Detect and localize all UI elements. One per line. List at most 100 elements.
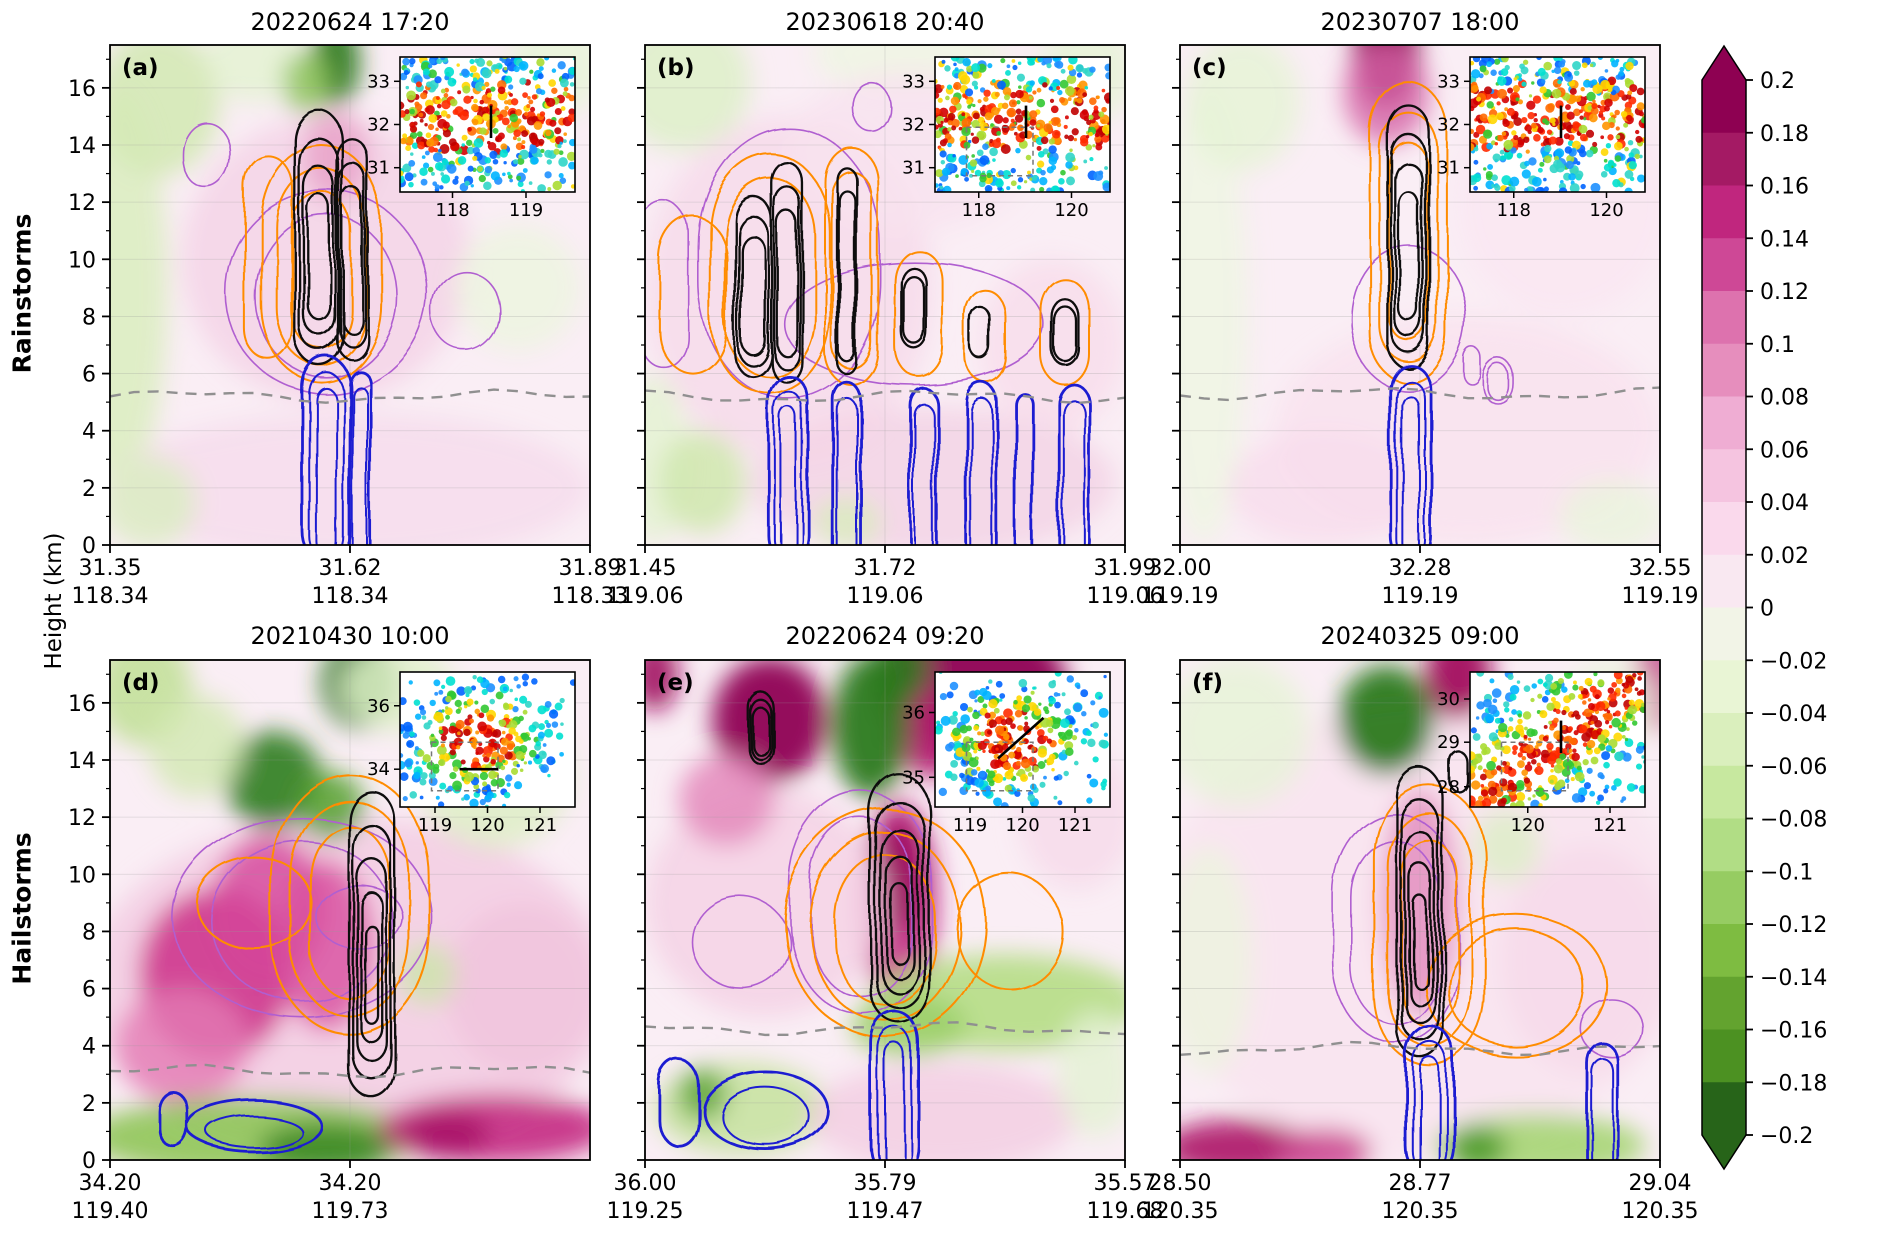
tick-label: 35 bbox=[902, 767, 925, 788]
contour-line bbox=[1387, 141, 1429, 342]
tick-label: −0.06 bbox=[1760, 755, 1827, 780]
contour-line bbox=[195, 856, 313, 950]
contour-line bbox=[205, 1114, 303, 1149]
melting-layer-dashed-line bbox=[110, 1063, 590, 1079]
contour-line bbox=[900, 266, 928, 350]
contour-line bbox=[833, 853, 937, 1007]
contour-line bbox=[1052, 305, 1078, 363]
contour-line bbox=[297, 137, 340, 351]
contour-line bbox=[645, 201, 689, 369]
panel-inset-radar-map: 36 34 119 120 121 bbox=[367, 671, 576, 836]
contour-line bbox=[1040, 278, 1090, 386]
contour-line bbox=[347, 790, 396, 1099]
tick-label: 31 bbox=[902, 158, 925, 179]
panel-a-title: 20220624 17:20 bbox=[250, 8, 450, 36]
tick-label: 119.40 bbox=[72, 1199, 149, 1224]
panel-d-letter: (d) bbox=[122, 670, 160, 696]
contour-line bbox=[837, 189, 856, 363]
tick-label: 33 bbox=[1437, 71, 1460, 92]
contour-line bbox=[243, 155, 294, 361]
tick-label: 35.57 bbox=[1094, 1171, 1157, 1196]
tick-label: 119.47 bbox=[847, 1199, 924, 1224]
tick-label: 119.19 bbox=[1142, 584, 1219, 609]
contour-line bbox=[831, 380, 862, 545]
tick-label: 6 bbox=[82, 978, 96, 1003]
contour-line bbox=[1585, 1041, 1620, 1160]
contour-line bbox=[224, 189, 428, 395]
contour-line bbox=[893, 249, 944, 378]
tick-label: 31.45 bbox=[614, 556, 677, 581]
panel-e-axes: 36.00 119.25 35.79 119.47 35.57 119.68 bbox=[607, 659, 1163, 1224]
tick-label: 120 bbox=[1054, 200, 1088, 221]
contour-line bbox=[964, 380, 998, 545]
contour-line bbox=[1408, 862, 1432, 1007]
tick-label: 28.50 bbox=[1149, 1171, 1212, 1196]
panel-inset-radar-map: 30 29 28 120 121 bbox=[1437, 671, 1646, 836]
tick-label: −0.14 bbox=[1760, 966, 1827, 991]
contour-line bbox=[359, 891, 384, 1044]
inset-dashed-box bbox=[965, 126, 1034, 177]
tick-label: 119 bbox=[953, 815, 987, 836]
inset-dashed-box bbox=[1500, 741, 1569, 792]
tick-label: 0.12 bbox=[1760, 280, 1809, 305]
contour-line bbox=[908, 386, 939, 545]
contour-line bbox=[1050, 298, 1080, 367]
melting-layer-dashed-line bbox=[110, 388, 590, 404]
tick-label: 6 bbox=[82, 363, 96, 388]
contour-line bbox=[315, 386, 337, 545]
contour-line bbox=[748, 698, 772, 760]
tick-label: 34.20 bbox=[79, 1171, 142, 1196]
inset-dashed-box bbox=[430, 741, 499, 792]
contour-line bbox=[869, 1010, 920, 1160]
tick-label: 2 bbox=[82, 477, 96, 502]
panel-e-plot: 36 35 119 120 121 bbox=[645, 660, 1125, 1160]
tick-label: 31.72 bbox=[854, 556, 917, 581]
contour-line bbox=[912, 402, 934, 545]
contour-line bbox=[772, 185, 801, 371]
contour-line bbox=[1387, 812, 1472, 1048]
panel-f-title: 20240325 09:00 bbox=[1320, 622, 1520, 650]
contour-line bbox=[884, 855, 915, 980]
contour-line bbox=[1395, 767, 1445, 1059]
contour-line bbox=[836, 396, 858, 545]
tick-label: 8 bbox=[82, 920, 96, 945]
tick-label: 16 bbox=[68, 77, 96, 102]
contour-line bbox=[1373, 784, 1486, 1067]
melting-layer-dashed-line bbox=[1180, 1040, 1660, 1057]
contour-line bbox=[884, 1041, 906, 1160]
tick-label: 2 bbox=[82, 1092, 96, 1117]
tick-label: 118 bbox=[962, 200, 996, 221]
tick-label: 31.99 bbox=[1094, 556, 1157, 581]
tick-label: 119.06 bbox=[1087, 584, 1164, 609]
tick-label: 121 bbox=[1593, 815, 1627, 836]
contour-line bbox=[850, 81, 891, 132]
contour-line bbox=[736, 215, 770, 367]
tick-label: 10 bbox=[68, 248, 96, 273]
contour-line bbox=[970, 306, 992, 361]
contour-line bbox=[770, 160, 804, 384]
tick-label: 0 bbox=[82, 1149, 96, 1174]
contour-line bbox=[341, 186, 364, 335]
tick-label: 36 bbox=[367, 696, 390, 717]
tick-label: 120 bbox=[1589, 200, 1623, 221]
row-label-hailstorms: Hailstorms bbox=[7, 832, 37, 985]
panel-d-axes: 0 2 4 6 8 10 12 14 16 34.20 119.40 34.20 119.73 bbox=[68, 659, 591, 1224]
tick-label: 32 bbox=[367, 115, 390, 136]
panel-b-letter: (b) bbox=[657, 55, 695, 81]
panel-d-plot: 36 34 119 120 121 bbox=[110, 660, 590, 1160]
contour-line bbox=[355, 857, 388, 1062]
tick-label: 33 bbox=[902, 71, 925, 92]
contour-line bbox=[306, 193, 331, 321]
tick-label: 32 bbox=[902, 115, 925, 136]
contour-line bbox=[692, 896, 790, 990]
contour-line bbox=[351, 823, 392, 1080]
tick-label: −0.16 bbox=[1760, 1019, 1827, 1044]
contour-line bbox=[351, 385, 368, 545]
contour-line bbox=[1412, 894, 1428, 990]
contour-line bbox=[363, 924, 380, 1025]
contour-line bbox=[889, 882, 909, 965]
contour-line bbox=[773, 391, 805, 545]
contour-line bbox=[873, 800, 925, 1010]
contour-line bbox=[740, 234, 766, 356]
tick-label: 118 bbox=[1497, 200, 1531, 221]
